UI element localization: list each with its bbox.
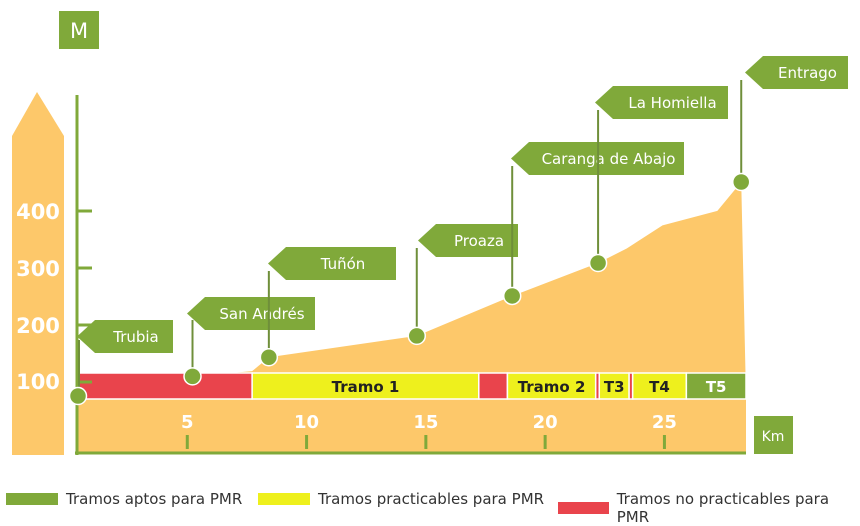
x-tick-label: 10 bbox=[294, 412, 319, 433]
elevation-area bbox=[76, 182, 746, 454]
y-tick-label: 300 bbox=[16, 257, 60, 281]
place-point bbox=[588, 253, 608, 273]
place-label: Caranga de Abajo bbox=[542, 150, 676, 168]
place-point bbox=[731, 172, 751, 192]
y-tick-label: 400 bbox=[16, 200, 60, 224]
y-axis-title: M bbox=[70, 19, 88, 43]
y-tick-label: 200 bbox=[16, 314, 60, 338]
y-axis-title-box: M bbox=[59, 11, 99, 49]
y-tick-label: 100 bbox=[16, 370, 60, 394]
x-axis-title-bg bbox=[754, 416, 793, 454]
legend-label-yellow: Tramos practicables para PMR bbox=[318, 490, 545, 508]
x-tick-label: 15 bbox=[413, 412, 438, 433]
place-flag bbox=[418, 224, 518, 257]
x-axis-title: Km bbox=[762, 429, 785, 445]
place-label: Entrago bbox=[778, 64, 837, 82]
y-axis-title-bg bbox=[59, 11, 99, 49]
segment-t3 bbox=[598, 372, 630, 400]
y-axis-arrow-shape bbox=[12, 92, 64, 455]
place-flag bbox=[268, 247, 396, 280]
place-point bbox=[68, 386, 88, 406]
segment-gap-0 bbox=[77, 372, 253, 400]
segment-label: T4 bbox=[649, 378, 670, 396]
place-label: San Andrés bbox=[219, 305, 304, 323]
x-tick-label: 20 bbox=[533, 412, 558, 433]
segment-t5 bbox=[685, 372, 747, 400]
segment-label: Tramo 1 bbox=[332, 378, 400, 396]
route-segments: Tramo 1 Tramo 2 T3 T4 T5 bbox=[77, 372, 747, 400]
legend-swatch-red bbox=[558, 502, 609, 514]
legend-label-red: Tramos no practicables para PMR bbox=[616, 490, 830, 526]
segment-tramo-1 bbox=[251, 372, 480, 400]
x-tick-label: 5 bbox=[181, 412, 194, 433]
elevation-area-shape bbox=[78, 182, 746, 396]
legend-item-red: Tramos no practicables para PMR bbox=[558, 490, 860, 526]
legend-item-yellow: Tramos practicables para PMR bbox=[258, 490, 544, 508]
legend: Tramos aptos para PMR Tramos practicable… bbox=[0, 490, 860, 526]
place-flag bbox=[595, 86, 728, 119]
place-label: La Homiella bbox=[628, 94, 716, 112]
place-point bbox=[183, 367, 202, 386]
place-point bbox=[407, 326, 427, 346]
place-point bbox=[259, 347, 279, 367]
place-flag bbox=[187, 297, 315, 330]
place-markers: Trubia San Andrés Tuñón Proaza Caranga de Ab… bbox=[68, 56, 848, 406]
legend-swatch-green bbox=[6, 493, 58, 505]
place-label: Trubia bbox=[112, 328, 159, 346]
place-label: Tuñón bbox=[320, 255, 366, 273]
y-axis-arrow: 100 200 300 400 bbox=[12, 92, 64, 455]
legend-item-green: Tramos aptos para PMR bbox=[6, 490, 242, 508]
segment-gap-2 bbox=[478, 372, 509, 400]
segment-label: T3 bbox=[604, 378, 625, 396]
place-flag bbox=[745, 56, 848, 89]
x-tick-label: 25 bbox=[652, 412, 677, 433]
legend-label-green: Tramos aptos para PMR bbox=[66, 490, 243, 508]
distance-band bbox=[76, 396, 746, 454]
segment-label: Tramo 2 bbox=[518, 378, 586, 396]
place-label: Proaza bbox=[454, 232, 504, 250]
legend-swatch-yellow bbox=[258, 493, 310, 505]
segment-label: T5 bbox=[706, 378, 727, 396]
place-point bbox=[502, 286, 522, 306]
place-flag bbox=[77, 320, 173, 353]
